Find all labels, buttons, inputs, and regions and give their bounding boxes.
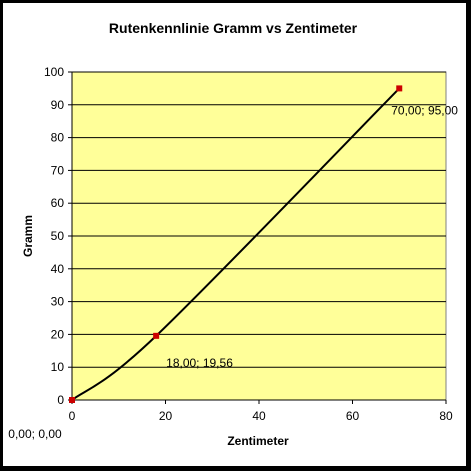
series-line bbox=[71, 87, 400, 401]
data-point-marker bbox=[153, 332, 160, 339]
data-point-marker bbox=[396, 85, 403, 92]
x-tick-label: 60 bbox=[346, 409, 360, 423]
y-axis-ticks: 0 10 20 30 40 50 60 70 80 90 100 bbox=[44, 65, 72, 407]
data-label: 70,00; 95,00 bbox=[391, 103, 458, 117]
x-tick-label: 40 bbox=[252, 409, 266, 423]
x-tick-label: 20 bbox=[159, 409, 173, 423]
y-tick-label: 0 bbox=[57, 393, 64, 407]
y-tick-label: 70 bbox=[51, 163, 65, 177]
x-axis-ticks: 0 20 40 60 80 bbox=[69, 400, 453, 423]
y-tick-label: 50 bbox=[51, 229, 65, 243]
data-label: 0,00; 0,00 bbox=[8, 427, 62, 441]
y-tick-label: 10 bbox=[51, 360, 65, 374]
data-point-marker bbox=[69, 397, 75, 403]
x-tick-label: 0 bbox=[69, 409, 76, 423]
y-tick-label: 80 bbox=[51, 131, 65, 145]
y-tick-label: 100 bbox=[44, 65, 64, 79]
series bbox=[69, 85, 403, 403]
y-tick-label: 40 bbox=[51, 262, 65, 276]
y-axis-label: Gramm bbox=[21, 215, 35, 257]
y-tick-label: 60 bbox=[51, 196, 65, 210]
y-tick-label: 30 bbox=[51, 295, 65, 309]
data-label: 18,00; 19,56 bbox=[166, 356, 233, 370]
data-labels: 0,00; 0,00 18,00; 19,56 70,00; 95,00 bbox=[8, 103, 458, 441]
y-tick-label: 90 bbox=[51, 98, 65, 112]
x-axis-label: Zentimeter bbox=[227, 434, 289, 448]
y-tick-label: 20 bbox=[51, 327, 65, 341]
chart-title: Rutenkennlinie Gramm vs Zentimeter bbox=[109, 20, 358, 36]
x-tick-label: 80 bbox=[439, 409, 453, 423]
